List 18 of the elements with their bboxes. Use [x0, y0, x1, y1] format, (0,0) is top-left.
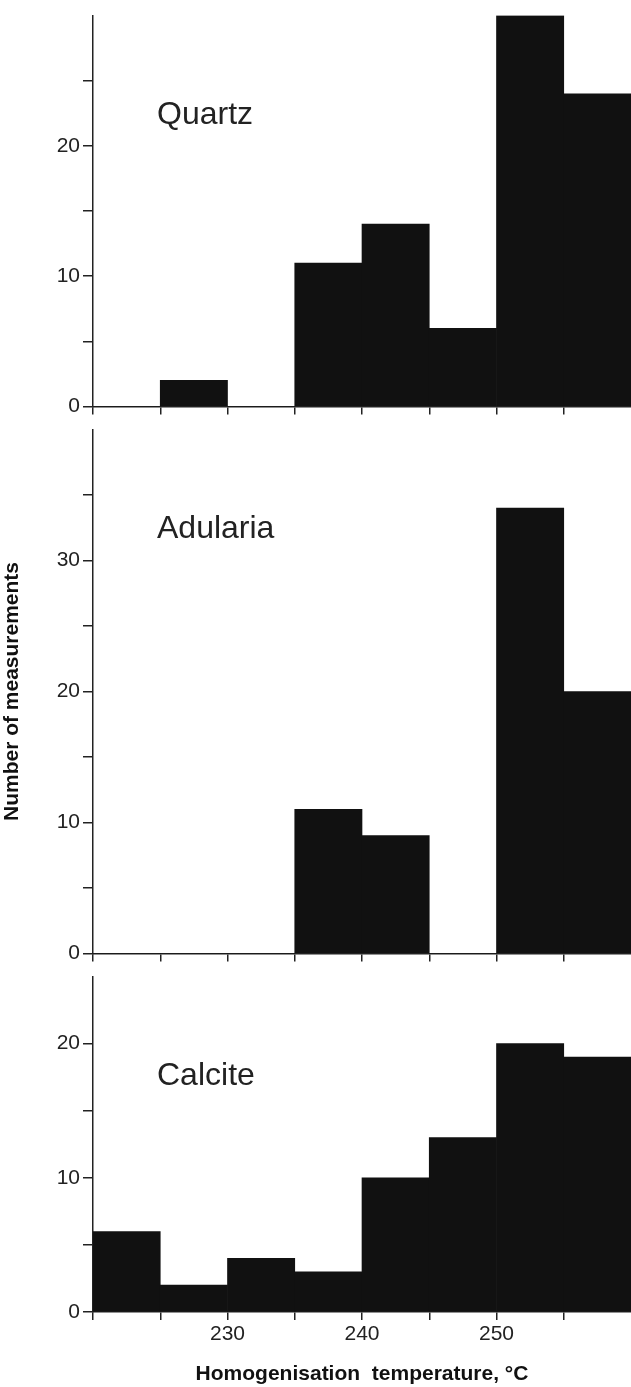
y-tick-label: 20: [56, 678, 80, 702]
y-tick-label: 0: [68, 940, 80, 964]
y-tick-label: 20: [56, 132, 80, 156]
text: Quartz: [157, 94, 254, 131]
y-tick-label: 10: [56, 262, 80, 286]
x-tick-label: 240: [344, 1321, 380, 1345]
text: Adularia: [157, 508, 275, 545]
text: Calcite: [157, 1055, 255, 1092]
y-tick-label: 30: [56, 547, 80, 571]
y-tick-label: 10: [56, 1164, 80, 1188]
y-axis-title: Number of measurements: [0, 561, 23, 822]
x-axis-title: Homogenisation temperature, °C: [195, 1361, 529, 1385]
y-tick-label: 10: [56, 809, 80, 833]
y-tick-label: 0: [68, 393, 80, 417]
x-tick-label: 230: [209, 1321, 246, 1345]
y-tick-label: 20: [56, 1030, 80, 1054]
x-tick-label: 250: [478, 1321, 515, 1345]
y-tick-label: 0: [68, 1298, 80, 1322]
